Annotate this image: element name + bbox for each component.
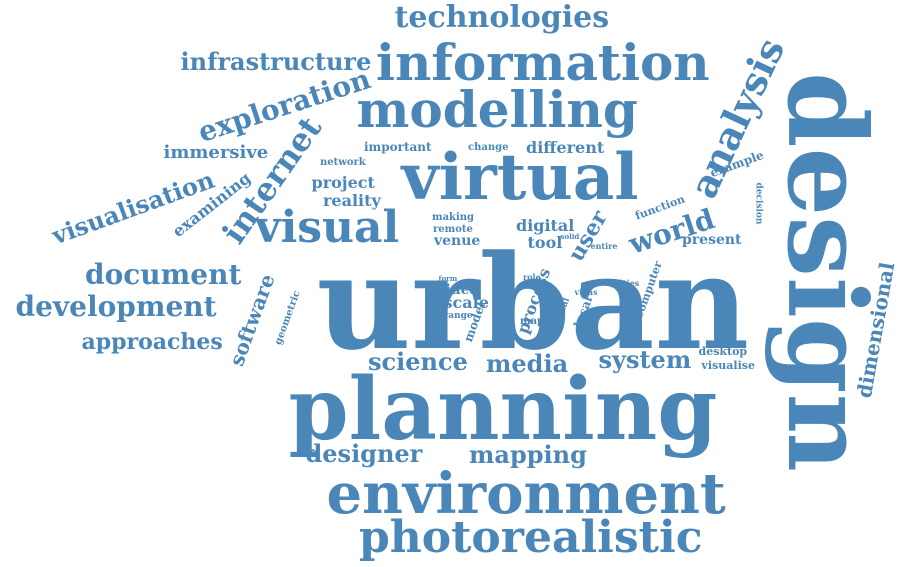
word-digital: digital (516, 216, 575, 235)
word-way: way (522, 281, 538, 291)
word-planning: planning (288, 359, 718, 460)
word-venue: venue (434, 233, 481, 249)
word-design: design (763, 71, 890, 473)
word-virtual: virtual (401, 140, 639, 215)
word-document: document (85, 258, 242, 291)
word-decision: decision (753, 182, 764, 224)
word-role: role (523, 272, 541, 282)
word-network: network (320, 157, 366, 168)
word-tool: tool (527, 233, 563, 252)
word-environment: environment (326, 461, 726, 527)
word-different: different (526, 138, 605, 157)
word-cities: cities (615, 278, 640, 288)
word-solid: solid (560, 231, 580, 241)
word-present: present (682, 232, 742, 248)
word-remote: remote (433, 224, 473, 235)
word-geometric: geometric (272, 289, 303, 347)
word-science: science (368, 347, 468, 376)
word-entire: entire (590, 241, 618, 251)
word-visual: visual (255, 202, 400, 253)
word-information: information (376, 33, 710, 92)
word-desktop: desktop (698, 344, 748, 358)
word-approaches: approaches (81, 329, 223, 355)
word-form: form (438, 273, 458, 283)
word-reality: reality (323, 191, 381, 210)
word-link: link (545, 292, 559, 299)
word-mapping: mapping (469, 440, 587, 469)
word-making: making (432, 212, 475, 223)
word-development: development (15, 290, 217, 323)
word-map: map (520, 316, 545, 327)
word-urban: urban (316, 226, 750, 379)
word-immersive: immersive (163, 142, 269, 163)
word-infrastructure: infrastructure (180, 47, 372, 76)
word-media: media (486, 349, 569, 378)
word-scale: scale (443, 293, 489, 312)
word-vidas: vidas (574, 287, 598, 297)
word-modelling: modelling (356, 80, 638, 139)
word-system: system (598, 345, 692, 374)
word-photorealistic: photorealistic (359, 512, 703, 563)
word-range: range (443, 310, 473, 321)
word-designer: designer (305, 439, 423, 468)
word-idea: idea (445, 282, 479, 298)
word-change: change (468, 142, 509, 153)
word-technologies: technologies (394, 0, 610, 35)
word-project: project (311, 173, 375, 192)
word-visualise: visualise (701, 358, 755, 372)
word-important: important (364, 140, 432, 154)
